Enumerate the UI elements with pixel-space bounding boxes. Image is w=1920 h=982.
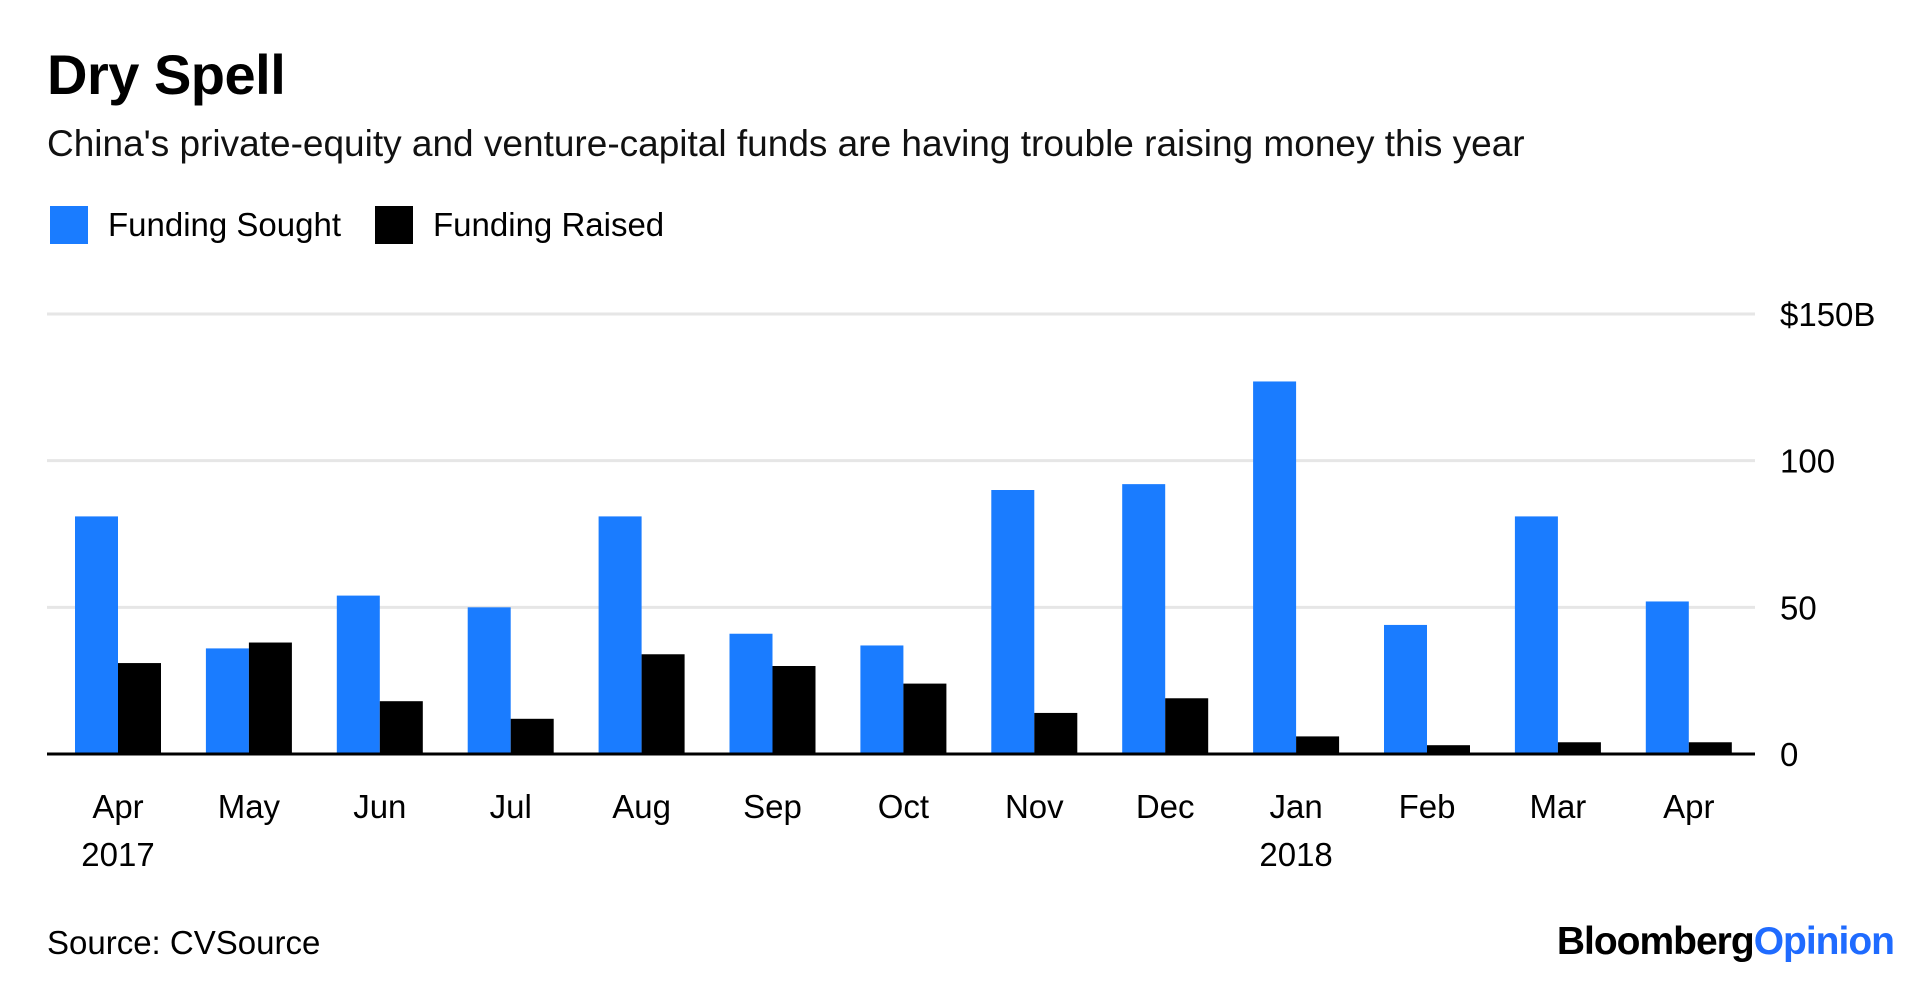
- chart-title: Dry Spell: [47, 43, 286, 106]
- bar-funding-sought: [1384, 624, 1427, 754]
- x-tick-label: Dec: [1136, 788, 1195, 825]
- bar-funding-raised: [641, 654, 685, 754]
- bar-funding-sought: [75, 516, 118, 754]
- bar-funding-sought: [991, 490, 1035, 754]
- bar-funding-sought: [205, 648, 249, 754]
- chart-subtitle: China's private-equity and venture-capit…: [47, 123, 1525, 164]
- x-tick-label: Nov: [1005, 788, 1064, 825]
- x-tick-label: Jan: [1269, 788, 1322, 825]
- bar-funding-sought: [336, 595, 380, 754]
- bar-funding-raised: [118, 663, 161, 754]
- bar-funding-sought: [860, 645, 904, 754]
- legend-item-raised: Funding Raised: [375, 206, 664, 244]
- x-tick-label: Feb: [1399, 788, 1456, 825]
- brand-logo: BloombergOpinion: [1556, 920, 1895, 964]
- bar-funding-sought: [598, 516, 642, 754]
- y-tick-label: 100: [1780, 443, 1835, 480]
- bar-funding-sought: [1122, 484, 1166, 754]
- bar-funding-sought: [467, 607, 511, 754]
- bar-funding-raised: [248, 642, 292, 754]
- legend: Funding Sought Funding Raised: [50, 206, 698, 244]
- source-note: Source: CVSource: [47, 924, 321, 961]
- bar-funding-raised: [379, 701, 423, 754]
- y-tick-label: 0: [1780, 736, 1798, 773]
- x-tick-label: Oct: [878, 788, 929, 825]
- bar-funding-raised: [1688, 742, 1732, 754]
- brand-part-opinion: Opinion: [1753, 920, 1895, 963]
- brand-part-bloomberg: Bloomberg: [1556, 920, 1755, 963]
- bar-funding-raised: [1034, 712, 1078, 754]
- x-tick-label: Mar: [1529, 788, 1586, 825]
- bar-funding-raised: [772, 666, 816, 754]
- x-tick-label: Jul: [490, 788, 532, 825]
- bar-funding-raised: [1165, 698, 1209, 754]
- bar-funding-sought: [729, 633, 773, 754]
- bar-funding-raised: [1427, 745, 1470, 754]
- bar-funding-raised: [1296, 736, 1340, 754]
- x-tick-label: Sep: [743, 788, 802, 825]
- legend-item-sought: Funding Sought: [50, 206, 341, 244]
- bar-funding-raised: [903, 683, 947, 754]
- x-tick-label: Aug: [612, 788, 671, 825]
- x-tick-label: Apr: [1663, 788, 1714, 825]
- x-year-label: 2017: [81, 836, 154, 873]
- x-year-label: 2018: [1259, 836, 1332, 873]
- x-tick-label: May: [218, 788, 281, 825]
- bar-funding-raised: [510, 718, 554, 754]
- y-tick-label: $150B: [1780, 296, 1875, 333]
- legend-swatch-raised: [375, 206, 414, 244]
- bar-funding-sought: [1253, 381, 1297, 754]
- legend-label-sought: Funding Sought: [108, 206, 342, 243]
- bar-funding-sought: [1645, 601, 1689, 754]
- bar-funding-sought: [1514, 516, 1558, 754]
- bar-funding-raised: [1557, 742, 1601, 754]
- y-tick-label: 50: [1780, 589, 1817, 626]
- legend-label-raised: Funding Raised: [433, 206, 665, 243]
- legend-swatch-sought: [50, 206, 88, 244]
- x-tick-label: Apr: [92, 788, 143, 825]
- x-tick-label: Jun: [353, 788, 406, 825]
